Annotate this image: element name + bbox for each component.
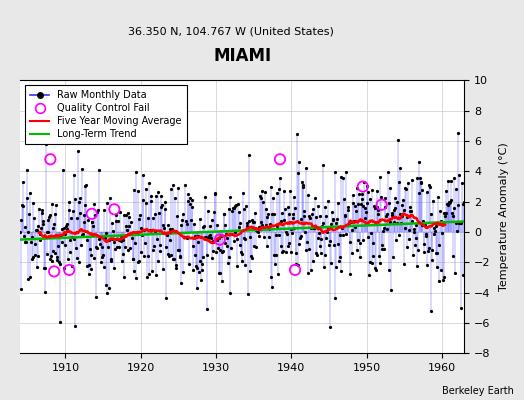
- Point: [358, 183, 367, 190]
- Legend: Raw Monthly Data, Quality Control Fail, Five Year Moving Average, Long-Term Tren: Raw Monthly Data, Quality Control Fail, …: [25, 85, 187, 144]
- Point: [65, 267, 73, 273]
- Y-axis label: Temperature Anomaly (°C): Temperature Anomaly (°C): [499, 142, 509, 291]
- Text: 36.350 N, 104.767 W (United States): 36.350 N, 104.767 W (United States): [128, 26, 333, 36]
- Text: Berkeley Earth: Berkeley Earth: [442, 386, 514, 396]
- Point: [110, 206, 118, 212]
- Point: [88, 211, 96, 217]
- Point: [377, 202, 386, 208]
- Point: [50, 268, 58, 275]
- Title: MIAMI: MIAMI: [213, 47, 271, 65]
- Point: [215, 236, 224, 243]
- Point: [276, 156, 284, 162]
- Point: [291, 267, 299, 273]
- Point: [46, 156, 54, 162]
